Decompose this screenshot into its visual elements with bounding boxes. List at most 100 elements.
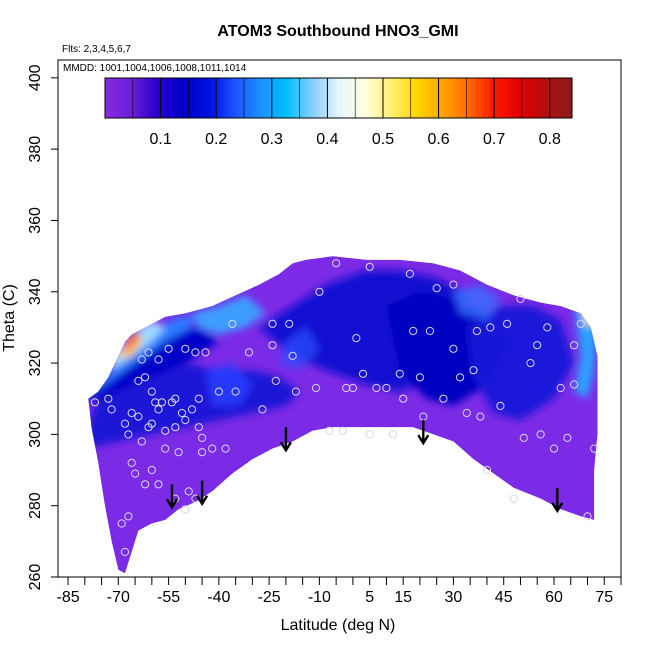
- heatmap-region: [192, 295, 266, 335]
- sample-point: [338, 426, 347, 435]
- sample-point: [563, 433, 572, 442]
- sample-point: [503, 319, 512, 328]
- sample-point: [425, 326, 435, 336]
- sample-point: [372, 383, 381, 393]
- sample-point: [332, 259, 341, 268]
- sample-point: [469, 366, 478, 375]
- sample-point: [154, 355, 163, 364]
- x-tick-label: -10: [308, 589, 331, 606]
- sample-point: [516, 294, 525, 303]
- sample-point: [208, 444, 217, 453]
- x-tick-label: 30: [445, 589, 463, 606]
- sample-point: [161, 426, 170, 435]
- sample-point: [198, 448, 207, 457]
- colorbar-tick-label: 0.8: [539, 131, 561, 148]
- sample-point: [131, 469, 140, 478]
- down-arrow-head: [196, 495, 209, 506]
- sample-point: [395, 369, 404, 378]
- sample-point: [157, 398, 166, 407]
- sample-point: [127, 458, 136, 467]
- sample-point: [476, 412, 485, 421]
- sample-point: [325, 426, 334, 435]
- y-axis: 260 280 300 320 340 360 380 400: [27, 64, 58, 590]
- sample-point: [137, 437, 146, 446]
- sample-point: [358, 369, 368, 378]
- sample-point: [590, 444, 599, 453]
- sample-point: [184, 487, 193, 496]
- sample-point: [576, 319, 585, 328]
- sample-point: [449, 280, 458, 289]
- colorbar-tick-label: 0.5: [372, 131, 394, 148]
- y-tick-label: 280: [27, 492, 44, 519]
- sample-point: [161, 444, 170, 453]
- down-arrow-head: [279, 441, 292, 453]
- sample-point: [456, 373, 465, 382]
- down-arrow-head: [551, 502, 564, 514]
- sample-point: [90, 398, 100, 407]
- sample-point: [174, 448, 183, 457]
- y-tick-label: 380: [27, 136, 44, 163]
- heatmap-region: [88, 327, 219, 403]
- x-tick-label: 45: [495, 589, 513, 606]
- sample-point: [496, 401, 505, 410]
- sample-point: [181, 416, 190, 425]
- colorbar-tick-label: 0.3: [261, 131, 283, 148]
- sample-point: [462, 408, 471, 418]
- sample-point: [472, 326, 481, 336]
- sample-point: [415, 373, 424, 382]
- sample-point: [171, 423, 180, 432]
- sample-point: [549, 444, 559, 453]
- heatmap-clip-group: [88, 256, 598, 574]
- heatmap-region: [453, 284, 501, 321]
- colorbar-tick-label: 0.6: [427, 131, 449, 148]
- colorbar-tick-label: 0.4: [316, 131, 338, 148]
- sample-point: [191, 348, 200, 357]
- y-tick-label: 320: [27, 350, 44, 377]
- x-tick-label: 15: [394, 589, 412, 606]
- heatmap-region: [121, 334, 139, 353]
- sample-point: [107, 405, 116, 414]
- sample-point: [365, 430, 374, 439]
- heatmap-region: [466, 306, 575, 421]
- y-tick-label: 360: [27, 207, 44, 234]
- sample-point: [147, 465, 156, 475]
- x-tick-label: -55: [157, 589, 180, 606]
- sample-point: [543, 323, 552, 332]
- sample-point: [348, 383, 357, 393]
- heatmap-region: [131, 331, 141, 339]
- x-axis-label: Latitude (deg N): [281, 617, 396, 634]
- down-arrow: [551, 487, 564, 514]
- sample-point: [214, 387, 223, 396]
- x-tick-label: -40: [207, 589, 230, 606]
- y-tick-label: 340: [27, 278, 44, 305]
- y-tick-label: 300: [27, 421, 44, 448]
- sample-point: [198, 433, 207, 442]
- sample-point: [147, 387, 156, 396]
- sample-point: [389, 430, 398, 439]
- sample-point: [268, 341, 277, 350]
- colorbar-ticks: 0.1 0.2 0.3 0.4 0.5 0.6 0.7 0.8: [132, 78, 561, 148]
- heatmap-region: [279, 327, 320, 371]
- sample-point: [120, 419, 130, 428]
- sample-point: [154, 480, 163, 489]
- colorbar-gradient: [104, 77, 573, 119]
- down-arrow: [165, 484, 178, 510]
- sample-point: [365, 262, 374, 271]
- sample-point: [409, 326, 418, 336]
- sample-point: [432, 284, 441, 293]
- down-arrow: [196, 480, 209, 506]
- sample-point: [181, 344, 190, 353]
- colorbar: 0.1 0.2 0.3 0.4 0.5 0.6 0.7 0.8: [104, 77, 573, 148]
- sample-point: [137, 355, 146, 364]
- sample-point: [258, 405, 267, 414]
- sample-point: [315, 287, 324, 296]
- sample-point: [124, 512, 133, 521]
- x-tick-label: -85: [56, 589, 79, 606]
- colorbar-tick-label: 0.7: [483, 131, 505, 148]
- chart-title: ATOM3 Southbound HNO3_GMI: [217, 23, 458, 40]
- colorbar-tick-label: 0.1: [149, 131, 171, 148]
- x-axis: -85 -70 -55 -40 -25 -10 5 15 30 45 60 75: [56, 577, 622, 606]
- sample-point: [291, 387, 300, 396]
- sample-point: [342, 383, 351, 393]
- sample-point: [221, 444, 230, 453]
